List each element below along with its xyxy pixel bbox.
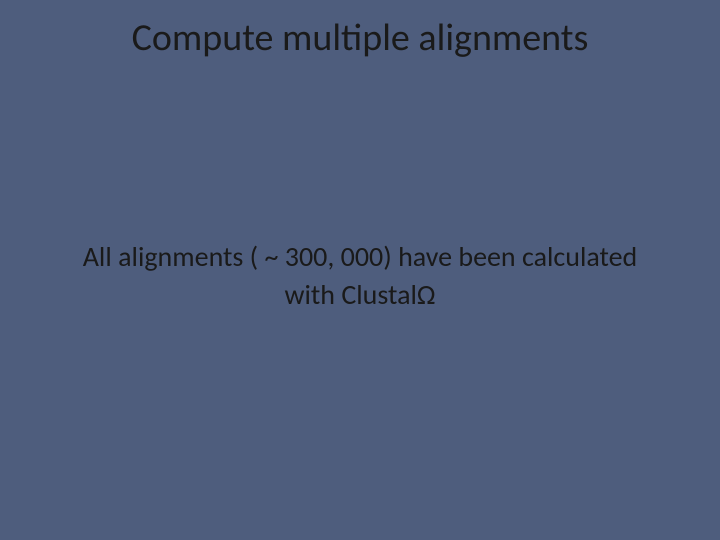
slide-body: All alignments ( ~ 300, 000) have been c…	[0, 238, 720, 314]
slide-title: Compute multiple alignments	[0, 15, 720, 61]
body-line-1: All alignments ( ~ 300, 000) have been c…	[83, 239, 638, 274]
body-line-2: with ClustalΩ	[284, 277, 435, 312]
